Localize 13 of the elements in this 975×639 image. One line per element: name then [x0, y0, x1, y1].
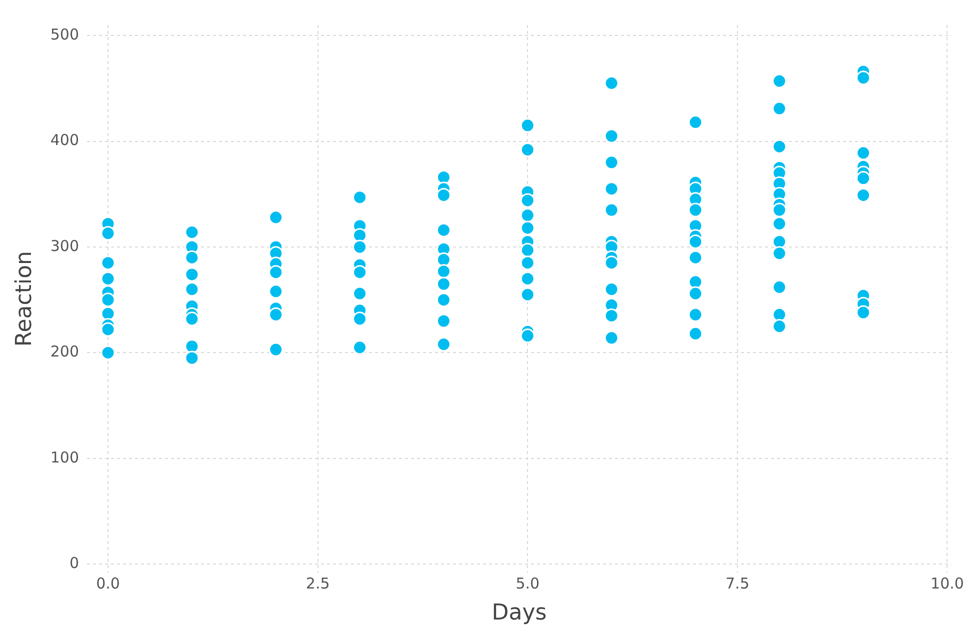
x-tick-label: 10.0: [930, 574, 964, 592]
x-tick-label: 0.0: [96, 574, 120, 592]
y-axis-title: Reaction: [12, 251, 37, 347]
x-tick-label: 7.5: [726, 574, 750, 592]
y-tick-label: 0: [69, 554, 80, 572]
y-tick-label: 400: [50, 131, 80, 150]
y-tick-label: 500: [50, 25, 80, 44]
y-tick-label: 100: [50, 448, 80, 466]
x-axis-title: Days: [492, 600, 547, 626]
x-tick-label: 2.5: [306, 574, 330, 592]
x-tick-label: 5.0: [516, 574, 540, 592]
y-tick-label: 200: [50, 342, 80, 361]
y-tick-label: 300: [50, 236, 80, 255]
